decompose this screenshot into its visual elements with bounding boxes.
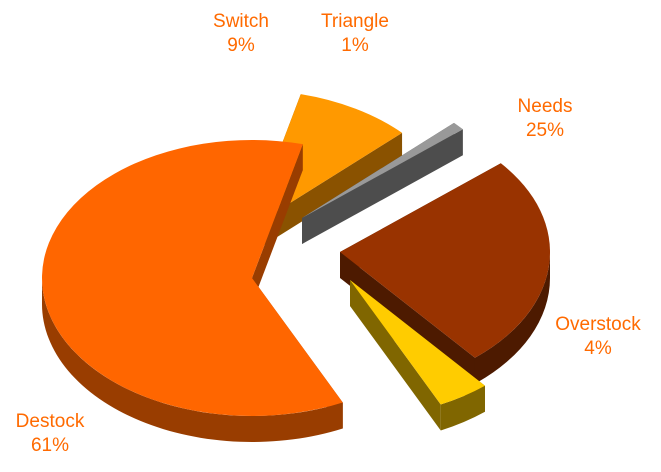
- label-destock-pct: 61%: [30, 435, 70, 456]
- label-overstock-pct: 4%: [584, 338, 612, 359]
- pie-slice-needs-rim: [474, 252, 551, 384]
- pie-slice-overstock: [350, 280, 485, 431]
- label-switch-name: Switch: [213, 11, 269, 32]
- pie-slice-needs-edge-1: [340, 252, 475, 384]
- pie-slice-destock-rim: [42, 278, 343, 443]
- label-switch-pct: 9%: [227, 35, 255, 56]
- label-triangle-name: Triangle: [321, 11, 389, 32]
- label-switch: Switch 9%: [213, 10, 269, 58]
- pie-slice-overstock-top: [350, 280, 485, 405]
- pie-slice-destock: [42, 140, 343, 443]
- label-triangle-pct: 1%: [341, 35, 369, 56]
- label-overstock: Overstock 4%: [555, 313, 641, 361]
- pie-slice-destock-top: [42, 140, 343, 417]
- label-needs: Needs 25%: [518, 95, 573, 143]
- pie-slice-triangle-edge-1: [302, 129, 463, 244]
- pie-slice-triangle: [302, 122, 463, 244]
- pie-slice-overstock-edge-1: [350, 280, 441, 431]
- label-needs-pct: 25%: [525, 120, 565, 141]
- pie-slice-needs-top: [340, 163, 551, 358]
- pie-slice-triangle-top: [302, 122, 463, 218]
- label-destock: Destock 61%: [16, 410, 85, 458]
- pie-slice-destock-edge-1: [252, 144, 303, 304]
- label-triangle: Triangle 1%: [321, 10, 389, 58]
- pie-slice-needs: [340, 163, 551, 384]
- label-needs-name: Needs: [517, 96, 573, 117]
- label-overstock-name: Overstock: [555, 314, 641, 335]
- label-destock-name: Destock: [15, 411, 85, 432]
- pie-slice-switch-edge-1: [250, 132, 403, 254]
- pie-slice-overstock-rim: [440, 385, 485, 431]
